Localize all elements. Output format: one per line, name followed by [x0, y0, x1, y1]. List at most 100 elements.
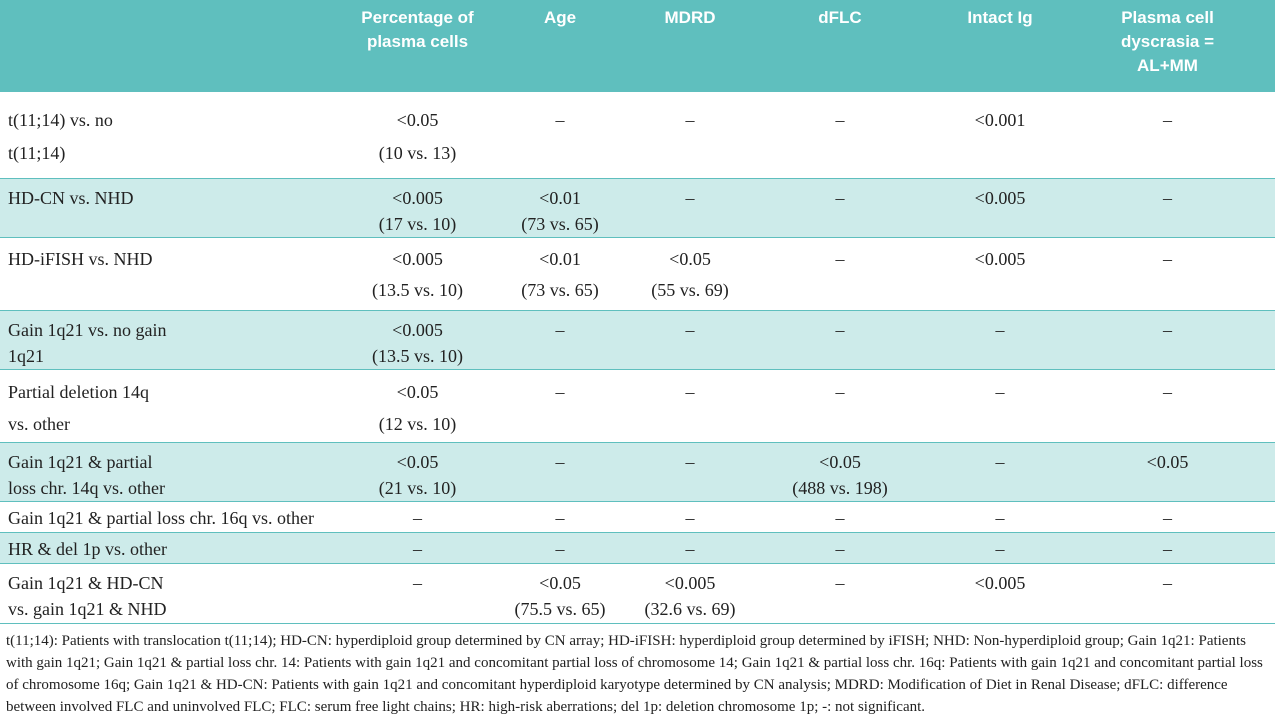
header-cell: Plasma cell dyscrasia = AL+MM: [1060, 0, 1275, 92]
row-label: HD-iFISH vs. NHD: [0, 237, 355, 311]
cell-line: –: [1163, 188, 1172, 208]
cell-line: –: [685, 452, 695, 472]
header-cell: Age: [480, 0, 640, 92]
cell-line: (13.5 vs. 10): [372, 280, 463, 300]
cell-line: <0.005: [974, 249, 1026, 269]
cell-line: –: [835, 110, 845, 130]
header-cell: [0, 0, 355, 92]
cell: –: [940, 532, 1060, 564]
cell: <0.05 (10 vs. 13): [355, 92, 480, 179]
cell-line: t(11;14) vs. no: [8, 110, 113, 130]
cell: –: [1060, 369, 1275, 443]
cell-line: –: [1163, 249, 1172, 269]
cell-line: –: [995, 452, 1005, 472]
cell: <0.01 (73 vs. 65): [480, 237, 640, 311]
table-row: Gain 1q21 & partial loss chr. 16q vs. ot…: [0, 501, 1275, 533]
cell-line: (488 vs. 198): [792, 478, 888, 498]
cell-line: (21 vs. 10): [378, 478, 457, 498]
row-label: t(11;14) vs. no t(11;14): [0, 92, 355, 179]
cell-line: Gain 1q21 & partial loss chr. 16q vs. ot…: [8, 508, 314, 528]
cell: <0.001: [940, 92, 1060, 179]
cell: –: [740, 92, 940, 179]
cell: –: [355, 501, 480, 533]
cell: –: [480, 532, 640, 564]
cell: –: [740, 563, 940, 624]
cell-line: –: [555, 508, 565, 528]
cell: –: [740, 310, 940, 370]
cell-line: –: [835, 249, 845, 269]
table-row: HD-iFISH vs. NHD <0.005 (13.5 vs. 10) <0.01…: [0, 237, 1275, 311]
cell-line: Gain 1q21 vs. no gain: [8, 320, 167, 340]
table-row: Gain 1q21 & partial loss chr. 14q vs. oth…: [0, 442, 1275, 502]
cell: –: [355, 532, 480, 564]
cell-line: t(11;14): [8, 143, 66, 163]
cell: –: [1060, 92, 1275, 179]
header-line: Percentage of: [361, 8, 474, 27]
cell-line: 1q21: [8, 346, 44, 366]
cell-line: loss chr. 14q vs. other: [8, 478, 165, 498]
header-line: Plasma cell: [1121, 8, 1214, 27]
cell: –: [740, 369, 940, 443]
cell: <0.005 (17 vs. 10): [355, 178, 480, 238]
cell-line: <0.05: [1146, 452, 1189, 472]
cell-line: (32.6 vs. 69): [644, 599, 736, 619]
cell: –: [480, 310, 640, 370]
cell-line: <0.05: [669, 249, 711, 269]
footnote: t(11;14): Patients with translocation t(…: [6, 633, 1263, 715]
cell-line: vs. other: [8, 414, 70, 434]
cell: –: [1060, 501, 1275, 533]
cell-line: –: [1163, 573, 1172, 593]
cell: –: [640, 92, 740, 179]
cell-line: –: [555, 110, 565, 130]
cell: <0.005 (13.5 vs. 10): [355, 237, 480, 311]
row-label: HD-CN vs. NHD: [0, 178, 355, 238]
cell-line: HD-CN vs. NHD: [8, 188, 134, 208]
cell-line: –: [555, 320, 565, 340]
cell-line: –: [413, 508, 422, 528]
cell-line: –: [835, 382, 845, 402]
cell-line: –: [685, 110, 695, 130]
cell-line: –: [413, 573, 422, 593]
cell-line: Gain 1q21 & HD-CN: [8, 573, 164, 593]
cell-line: –: [555, 382, 565, 402]
cell-line: <0.005: [392, 188, 443, 208]
cell-line: –: [995, 382, 1005, 402]
header-line: dFLC: [818, 8, 862, 27]
header-line: plasma cells: [366, 32, 469, 51]
cell-line: –: [1163, 320, 1172, 340]
cell-line: –: [995, 539, 1005, 559]
cell-line: <0.05: [396, 110, 439, 130]
cell: –: [940, 310, 1060, 370]
cell-line: (12 vs. 10): [378, 414, 457, 434]
cell-line: –: [1163, 382, 1172, 402]
cell: –: [940, 369, 1060, 443]
cell: <0.05 (21 vs. 10): [355, 442, 480, 502]
cell: <0.005: [940, 237, 1060, 311]
table-row: Gain 1q21 vs. no gain 1q21 <0.005 (13.5 vs.…: [0, 310, 1275, 370]
cell-line: –: [835, 539, 845, 559]
header-line: MDRD: [664, 8, 716, 27]
header-cell: MDRD: [640, 0, 740, 92]
table-row: t(11;14) vs. no t(11;14) <0.05 (10 vs. 13) –…: [0, 92, 1275, 179]
cell-line: <0.001: [974, 110, 1026, 130]
cell-line: –: [995, 508, 1005, 528]
cell-line: –: [685, 188, 695, 208]
cell-line: –: [685, 382, 695, 402]
cell-line: HR & del 1p vs. other: [8, 539, 167, 559]
cell: –: [640, 532, 740, 564]
cell-line: (10 vs. 13): [378, 143, 457, 163]
header-row: Percentage of plasma cells Age MDRD dFLC Inta…: [0, 0, 1275, 92]
cell-line: (75.5 vs. 65): [514, 599, 606, 619]
cell: –: [640, 178, 740, 238]
cell: –: [940, 442, 1060, 502]
cell-line: –: [995, 320, 1005, 340]
cell: –: [740, 501, 940, 533]
header-line: Intact Ig: [967, 8, 1033, 27]
cell: <0.005: [940, 563, 1060, 624]
cell: <0.05 (488 vs. 198): [740, 442, 940, 502]
cell-line: <0.05: [396, 382, 439, 402]
cell-line: (73 vs. 65): [521, 214, 599, 234]
table-row: HR & del 1p vs. other – – – – – –: [0, 532, 1275, 564]
row-label: Gain 1q21 & HD-CN vs. gain 1q21 & NHD: [0, 563, 355, 624]
cell-line: <0.005: [664, 573, 716, 593]
